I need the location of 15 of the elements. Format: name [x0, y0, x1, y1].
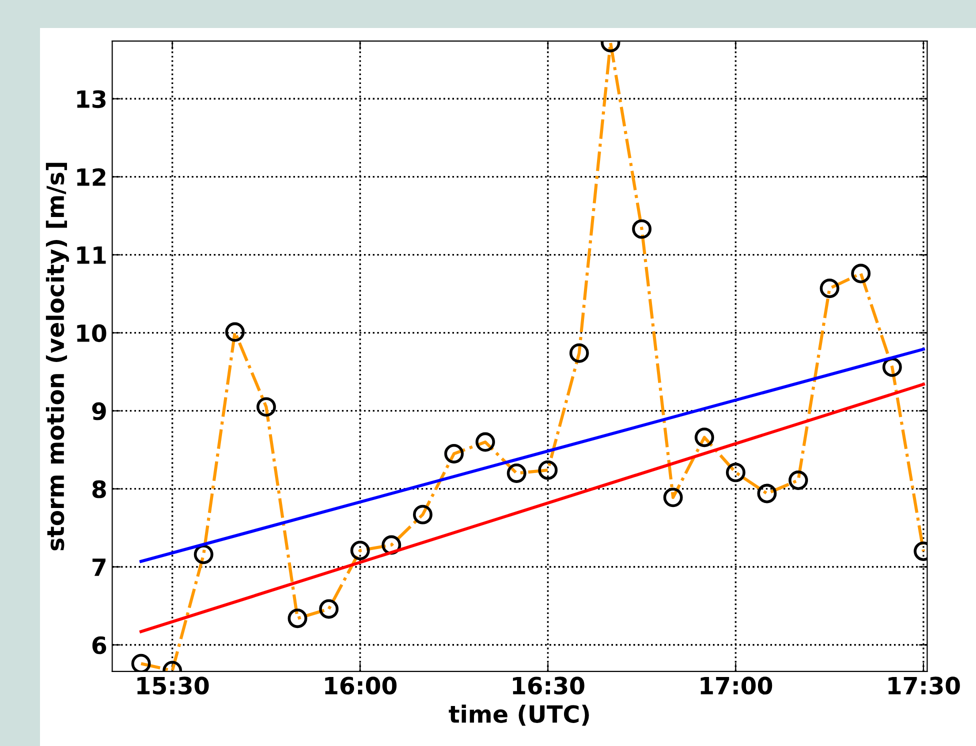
- y-tick-label: 8: [92, 480, 106, 498]
- y-axis-title: storm motion (velocity) [m/s]: [46, 162, 69, 550]
- x-tick-label: 15:30: [137, 676, 209, 695]
- x-tick-label: 17:00: [700, 676, 772, 695]
- y-tick-label: 12: [77, 168, 106, 186]
- x-tick-label: 16:00: [325, 676, 397, 695]
- y-tick-label: 10: [77, 324, 106, 342]
- y-tick-label: 11: [77, 246, 106, 264]
- x-tick-label: 16:30: [512, 676, 584, 695]
- y-tick-label: 9: [92, 402, 106, 420]
- x-axis-title: time (UTC): [448, 704, 589, 726]
- y-tick-label: 7: [92, 558, 106, 576]
- y-tick-label: 13: [77, 90, 106, 108]
- y-tick-label: 6: [92, 636, 106, 654]
- x-tick-label: 17:30: [888, 676, 960, 695]
